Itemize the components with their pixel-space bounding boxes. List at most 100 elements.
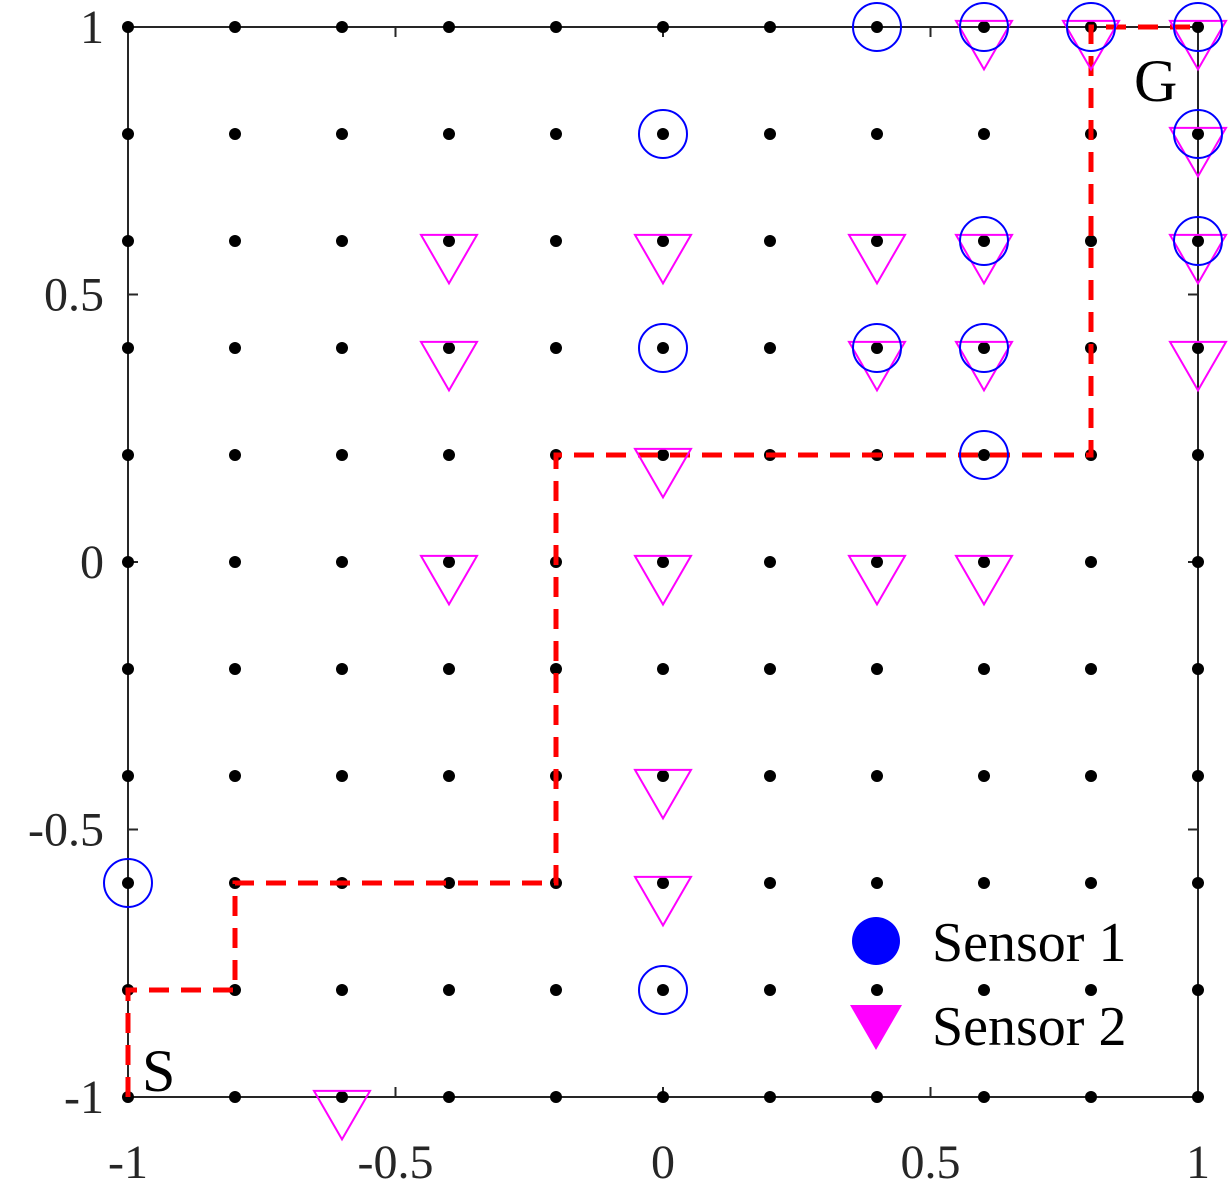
y-tick-label: -1	[64, 1071, 104, 1124]
grid-point	[1085, 984, 1097, 996]
grid-point	[336, 21, 348, 33]
grid-point	[443, 770, 455, 782]
grid-point	[229, 556, 241, 568]
sensor-1-marker	[103, 858, 153, 908]
legend-label: Sensor 2	[932, 996, 1126, 1058]
grid-point	[871, 235, 883, 247]
grid-point	[1192, 1091, 1204, 1103]
sensor-1-marker	[959, 2, 1009, 52]
sensor-1-marker	[1173, 109, 1223, 159]
legend: Sensor 1 Sensor 2	[850, 912, 1126, 1058]
grid-point	[229, 128, 241, 140]
sensor-2-marker	[954, 233, 1014, 286]
y-tick-label: -0.5	[28, 804, 104, 857]
grid-point	[657, 663, 669, 675]
grid-point	[443, 663, 455, 675]
x-tick-label: 0	[651, 1136, 675, 1184]
grid-point	[1192, 984, 1204, 996]
grid-point	[871, 21, 883, 33]
grid-point	[122, 235, 134, 247]
grid-point	[550, 342, 562, 354]
grid-point	[1192, 235, 1204, 247]
grid-point	[1085, 235, 1097, 247]
grid-point	[336, 770, 348, 782]
grid-point	[443, 556, 455, 568]
grid-point	[764, 663, 776, 675]
x-tick-label: -0.5	[358, 1136, 434, 1184]
grid-point	[443, 235, 455, 247]
grid-point	[443, 877, 455, 889]
grid-point	[122, 449, 134, 461]
x-tick-label: 1	[1186, 1136, 1210, 1184]
grid-point	[657, 342, 669, 354]
legend-sensor-1-marker	[852, 917, 900, 965]
sensor-2-marker	[633, 554, 693, 607]
grid-point	[871, 663, 883, 675]
grid-point	[871, 556, 883, 568]
grid-point	[1085, 663, 1097, 675]
sensor-1-marker	[1066, 2, 1116, 52]
grid-point	[657, 235, 669, 247]
grid-point	[978, 449, 990, 461]
sensor-1-marker	[1173, 216, 1223, 266]
route-path-layer	[125, 24, 1198, 1097]
grid-point	[122, 877, 134, 889]
grid-point	[871, 128, 883, 140]
grid-point	[978, 235, 990, 247]
sensor-1-marker	[959, 216, 1009, 266]
grid-point	[443, 984, 455, 996]
grid-point	[550, 1091, 562, 1103]
grid-point	[871, 877, 883, 889]
sensor-2-marker	[1168, 126, 1228, 179]
sensor-1-marker	[1173, 2, 1223, 52]
grid-point	[1192, 128, 1204, 140]
grid-point	[657, 877, 669, 889]
route-path	[125, 24, 1198, 1097]
grid-point	[1085, 770, 1097, 782]
grid-point	[764, 21, 776, 33]
grid-point	[336, 342, 348, 354]
grid-point	[1192, 449, 1204, 461]
grid-point	[336, 1091, 348, 1103]
grid-point	[978, 342, 990, 354]
grid-point	[1192, 770, 1204, 782]
grid-point	[229, 449, 241, 461]
x-tick-label: -1	[108, 1136, 148, 1184]
grid-point	[978, 770, 990, 782]
sensor-2-markers	[312, 19, 1228, 1142]
sensor-2-marker	[954, 19, 1014, 72]
grid-point	[1192, 877, 1204, 889]
sensor-2-marker	[954, 554, 1014, 607]
grid-point	[764, 235, 776, 247]
legend-sensor-2-marker	[850, 1005, 902, 1050]
grid-point	[978, 877, 990, 889]
x-tick-label: 0.5	[901, 1136, 961, 1184]
grid-point	[229, 235, 241, 247]
annotations: SG	[142, 48, 1177, 1104]
grid-point	[122, 556, 134, 568]
sensor-2-marker	[847, 340, 907, 393]
grid-point	[871, 1091, 883, 1103]
sensor-2-marker	[1168, 233, 1228, 286]
grid-point	[657, 449, 669, 461]
sensor-2-marker	[954, 340, 1014, 393]
grid-point	[229, 1091, 241, 1103]
grid-point	[657, 128, 669, 140]
sensor-2-marker	[419, 233, 479, 286]
grid-point	[336, 449, 348, 461]
sensor-2-marker	[847, 233, 907, 286]
grid-point	[122, 770, 134, 782]
grid-point	[550, 663, 562, 675]
grid-point	[978, 128, 990, 140]
grid-point	[122, 128, 134, 140]
grid-point	[550, 984, 562, 996]
grid-point	[764, 342, 776, 354]
annotation-s: S	[142, 1038, 175, 1104]
grid-point	[1192, 556, 1204, 568]
grid-point	[122, 342, 134, 354]
sensor-1-marker	[852, 323, 902, 373]
grid-point	[443, 1091, 455, 1103]
grid-point	[764, 770, 776, 782]
grid-point	[978, 984, 990, 996]
